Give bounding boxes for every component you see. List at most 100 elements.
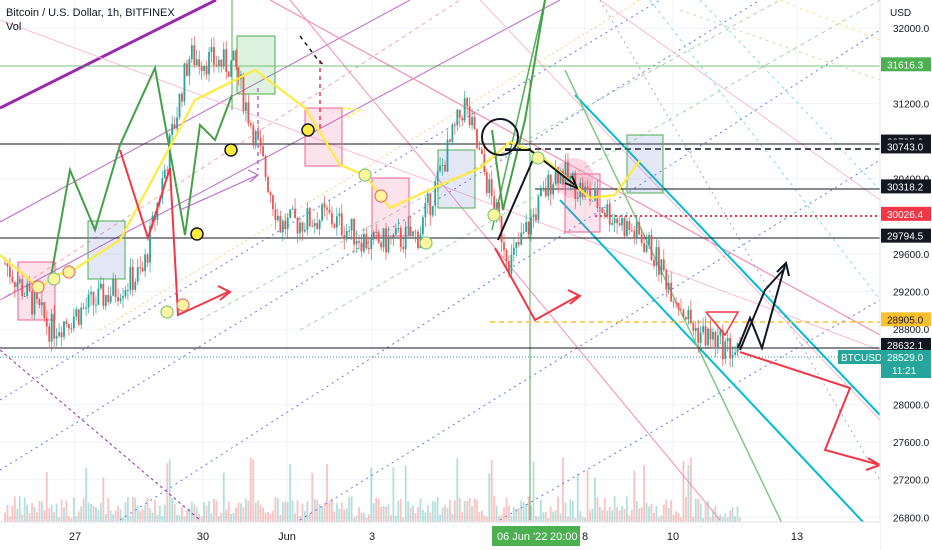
level-labels: 31616.330795.030743.030318.230026.429794… bbox=[881, 57, 931, 352]
level-label-bg bbox=[881, 139, 931, 154]
volume-bar bbox=[449, 499, 451, 522]
time-axis[interactable]: 27 30 Jun 3 8 10 13 06 Jun '22 20:00 bbox=[0, 521, 880, 550]
candle-body bbox=[603, 212, 606, 217]
candle-body bbox=[539, 189, 542, 197]
volume-bar bbox=[36, 512, 38, 522]
time-tick-label: Jun bbox=[278, 531, 296, 543]
candle-body bbox=[257, 131, 260, 139]
volume-bar bbox=[598, 506, 601, 522]
volume-bar bbox=[731, 507, 734, 522]
candle-body bbox=[16, 282, 19, 288]
volume-label: Vol bbox=[6, 21, 22, 33]
candle-body bbox=[60, 332, 63, 338]
candle-body bbox=[650, 235, 653, 261]
volume-bar bbox=[724, 513, 727, 522]
volume-bar bbox=[419, 498, 422, 522]
candle-body bbox=[230, 60, 233, 77]
candle-body bbox=[429, 193, 432, 216]
candle-body bbox=[449, 139, 451, 142]
volume-bar bbox=[313, 498, 316, 522]
volume-bar bbox=[127, 497, 129, 522]
volume-bar bbox=[704, 503, 707, 522]
volume-bar bbox=[21, 514, 24, 522]
candle-body bbox=[446, 139, 449, 172]
candle-body bbox=[522, 231, 525, 233]
volume-bar bbox=[80, 506, 83, 522]
volume-bar bbox=[321, 506, 324, 522]
volume-bar bbox=[230, 513, 233, 522]
countdown-label: 11:21 bbox=[892, 366, 917, 377]
volume-bar bbox=[626, 496, 628, 522]
candle-body bbox=[505, 250, 508, 262]
candle-body bbox=[407, 226, 410, 228]
currency-label: USD bbox=[890, 8, 911, 19]
volume-bar bbox=[119, 509, 122, 522]
volume-bar bbox=[549, 506, 552, 522]
candle-body bbox=[714, 331, 717, 349]
candle-body bbox=[28, 283, 31, 291]
volume-bar bbox=[571, 500, 574, 522]
volume-bar bbox=[375, 497, 378, 522]
volume-bar bbox=[495, 505, 498, 522]
candle-body bbox=[190, 45, 193, 60]
candle-body bbox=[149, 225, 151, 263]
volume-bar bbox=[269, 514, 272, 522]
candle-body bbox=[586, 186, 589, 190]
candle-body bbox=[402, 246, 405, 250]
drawing-boxes bbox=[17, 35, 664, 321]
volume-bar bbox=[505, 497, 508, 522]
price-tick-label: 29200.0 bbox=[893, 288, 930, 299]
volume-bar bbox=[262, 507, 265, 522]
candle-body bbox=[382, 228, 385, 248]
volume-bar bbox=[721, 516, 724, 522]
volume-bar bbox=[213, 498, 215, 522]
candle-body bbox=[589, 189, 591, 201]
candle-body bbox=[11, 276, 14, 282]
volume-bar bbox=[424, 512, 427, 522]
candle-body bbox=[18, 279, 21, 283]
candle-body bbox=[362, 233, 365, 252]
candle-body bbox=[294, 208, 296, 218]
candle-body bbox=[667, 282, 670, 290]
volume-bar bbox=[215, 500, 218, 522]
volume-bar bbox=[390, 514, 392, 522]
candle-body bbox=[109, 295, 112, 303]
volume-bar bbox=[308, 514, 311, 522]
volume-bar bbox=[141, 509, 144, 522]
price-axis[interactable]: USD 32000.031200.030400.029600.029200.02… bbox=[838, 0, 932, 550]
volume-bar bbox=[60, 499, 63, 522]
candle-body bbox=[119, 298, 122, 302]
candle-body bbox=[426, 193, 429, 204]
volume-bar bbox=[380, 506, 383, 522]
candle-body bbox=[517, 242, 520, 245]
candle-body bbox=[394, 228, 397, 235]
candle-body bbox=[412, 231, 414, 237]
candle-body bbox=[102, 283, 105, 307]
volume-bar bbox=[303, 511, 306, 522]
candle-body bbox=[217, 59, 220, 66]
volume-bar bbox=[466, 500, 469, 522]
candle-body bbox=[677, 302, 680, 309]
crosshair-time-tag: 06 Jun '22 20:00 bbox=[492, 526, 580, 546]
candle-body bbox=[200, 66, 203, 72]
candle-body bbox=[453, 124, 456, 126]
candle-body bbox=[719, 330, 722, 336]
volume-bar bbox=[48, 508, 51, 522]
time-tick-label: 8 bbox=[582, 531, 588, 543]
candle-body bbox=[569, 175, 572, 180]
volume-bar bbox=[709, 517, 712, 522]
candle-body bbox=[323, 204, 326, 208]
volume-bar bbox=[33, 507, 36, 522]
volume-bar bbox=[682, 460, 685, 522]
volume-bar bbox=[517, 507, 520, 522]
candle-body bbox=[318, 220, 321, 229]
volume-bar bbox=[82, 498, 85, 522]
volume-bar bbox=[40, 501, 43, 522]
volume-bar bbox=[50, 505, 53, 522]
volume-bar bbox=[633, 470, 636, 522]
candle-body bbox=[591, 200, 594, 202]
volume-bar bbox=[576, 473, 579, 522]
level-label-bg bbox=[881, 312, 931, 327]
volume-bar bbox=[122, 517, 124, 522]
